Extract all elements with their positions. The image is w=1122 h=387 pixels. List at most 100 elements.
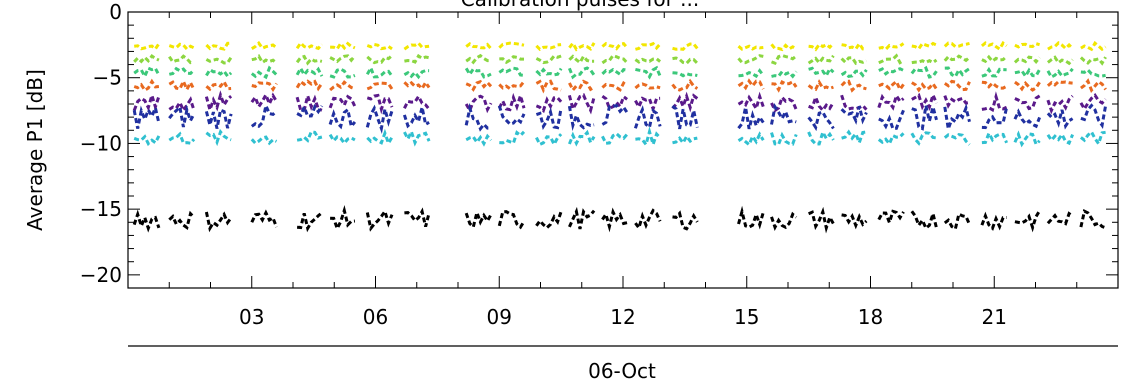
x-tick-label: 12 <box>610 305 635 329</box>
data-segment <box>168 54 195 65</box>
data-segment <box>738 68 765 79</box>
data-segment <box>1080 78 1107 93</box>
data-segment <box>328 107 357 130</box>
data-segment <box>672 42 699 51</box>
data-segment <box>943 41 970 49</box>
y-tick-label: −5 <box>93 66 122 90</box>
data-segment <box>808 92 835 113</box>
data-segment <box>204 108 233 131</box>
data-segment <box>1046 79 1073 87</box>
data-segment <box>250 91 278 110</box>
data-segment <box>770 131 798 147</box>
data-segment <box>328 133 356 146</box>
data-segment <box>168 210 196 230</box>
data-segment <box>365 104 394 135</box>
data-segment <box>672 133 698 146</box>
data-segment <box>841 40 867 51</box>
data-segment <box>365 208 394 232</box>
data-segment <box>295 54 323 66</box>
data-segment <box>366 128 394 147</box>
y-tick-label: −15 <box>80 197 122 221</box>
data-segment <box>878 67 905 76</box>
data-segment <box>465 133 493 147</box>
data-segment <box>567 105 595 132</box>
data-segment <box>981 80 1008 90</box>
data-segment <box>535 79 562 94</box>
data-segment <box>981 91 1008 113</box>
data-segment <box>404 53 430 64</box>
data-segment <box>329 67 356 79</box>
series-7 <box>133 126 1106 150</box>
series-3 <box>133 64 1106 80</box>
data-segment <box>601 41 629 51</box>
data-segment <box>840 105 868 125</box>
data-segment <box>911 101 938 131</box>
data-segment <box>464 207 493 230</box>
data-segment <box>672 71 698 78</box>
data-segment <box>1014 209 1041 233</box>
data-segment <box>535 107 563 130</box>
data-segment <box>251 40 278 51</box>
data-segment <box>499 130 526 146</box>
data-segment <box>1046 94 1074 115</box>
data-segment <box>943 54 971 63</box>
data-segment <box>535 43 562 52</box>
data-segment <box>296 211 323 233</box>
data-segment <box>878 53 905 65</box>
series-8 <box>132 205 1107 234</box>
data-segment <box>807 54 835 66</box>
data-segment <box>168 131 196 145</box>
data-segment <box>808 66 835 79</box>
data-segment <box>205 41 232 51</box>
data-segment <box>464 66 492 79</box>
data-segment <box>981 66 1007 78</box>
data-segment <box>133 78 160 93</box>
data-segment <box>1014 42 1041 49</box>
data-segment <box>329 54 357 64</box>
data-segment <box>403 79 431 91</box>
series-5 <box>132 90 1107 115</box>
data-segment <box>365 64 394 79</box>
data-segment <box>1046 131 1074 146</box>
data-segment <box>204 211 233 233</box>
data-segment <box>250 100 278 129</box>
data-segment <box>840 68 868 78</box>
data-segment <box>498 41 525 49</box>
data-segment <box>133 54 160 64</box>
data-segment <box>911 58 938 65</box>
x-axis: 03 06 09 12 15 18 21 <box>168 12 1078 329</box>
data-segment <box>601 131 629 145</box>
data-segment <box>568 129 596 147</box>
series-4 <box>133 77 1107 94</box>
data-segment <box>250 135 278 146</box>
data-segment <box>1014 67 1041 80</box>
y-axis-label: Average P1 [dB] <box>23 69 47 231</box>
data-segment <box>911 41 938 51</box>
data-segment <box>770 211 798 231</box>
data-segment <box>943 132 971 146</box>
data-segment <box>877 209 905 228</box>
data-segment <box>568 206 596 230</box>
data-segment <box>168 42 195 52</box>
data-segment <box>1079 56 1107 66</box>
data-segment <box>601 80 628 92</box>
data-segment <box>601 103 629 126</box>
y-tick-label: −10 <box>80 131 122 155</box>
data-segment <box>807 110 835 132</box>
data-segment <box>465 53 491 65</box>
data-segment <box>601 53 629 65</box>
data-segment <box>535 96 563 114</box>
data-segment <box>330 205 356 233</box>
plot-frame <box>127 11 1119 289</box>
data-segment <box>204 90 233 115</box>
data-segment <box>771 79 798 93</box>
data-segment <box>634 57 662 64</box>
data-segment <box>943 95 970 109</box>
data-segment <box>672 210 699 231</box>
data-segment <box>601 67 628 77</box>
data-segment <box>911 81 938 93</box>
data-segment <box>737 54 764 65</box>
data-segment <box>403 127 431 147</box>
data-segment <box>807 79 834 92</box>
data-segment <box>535 133 563 148</box>
